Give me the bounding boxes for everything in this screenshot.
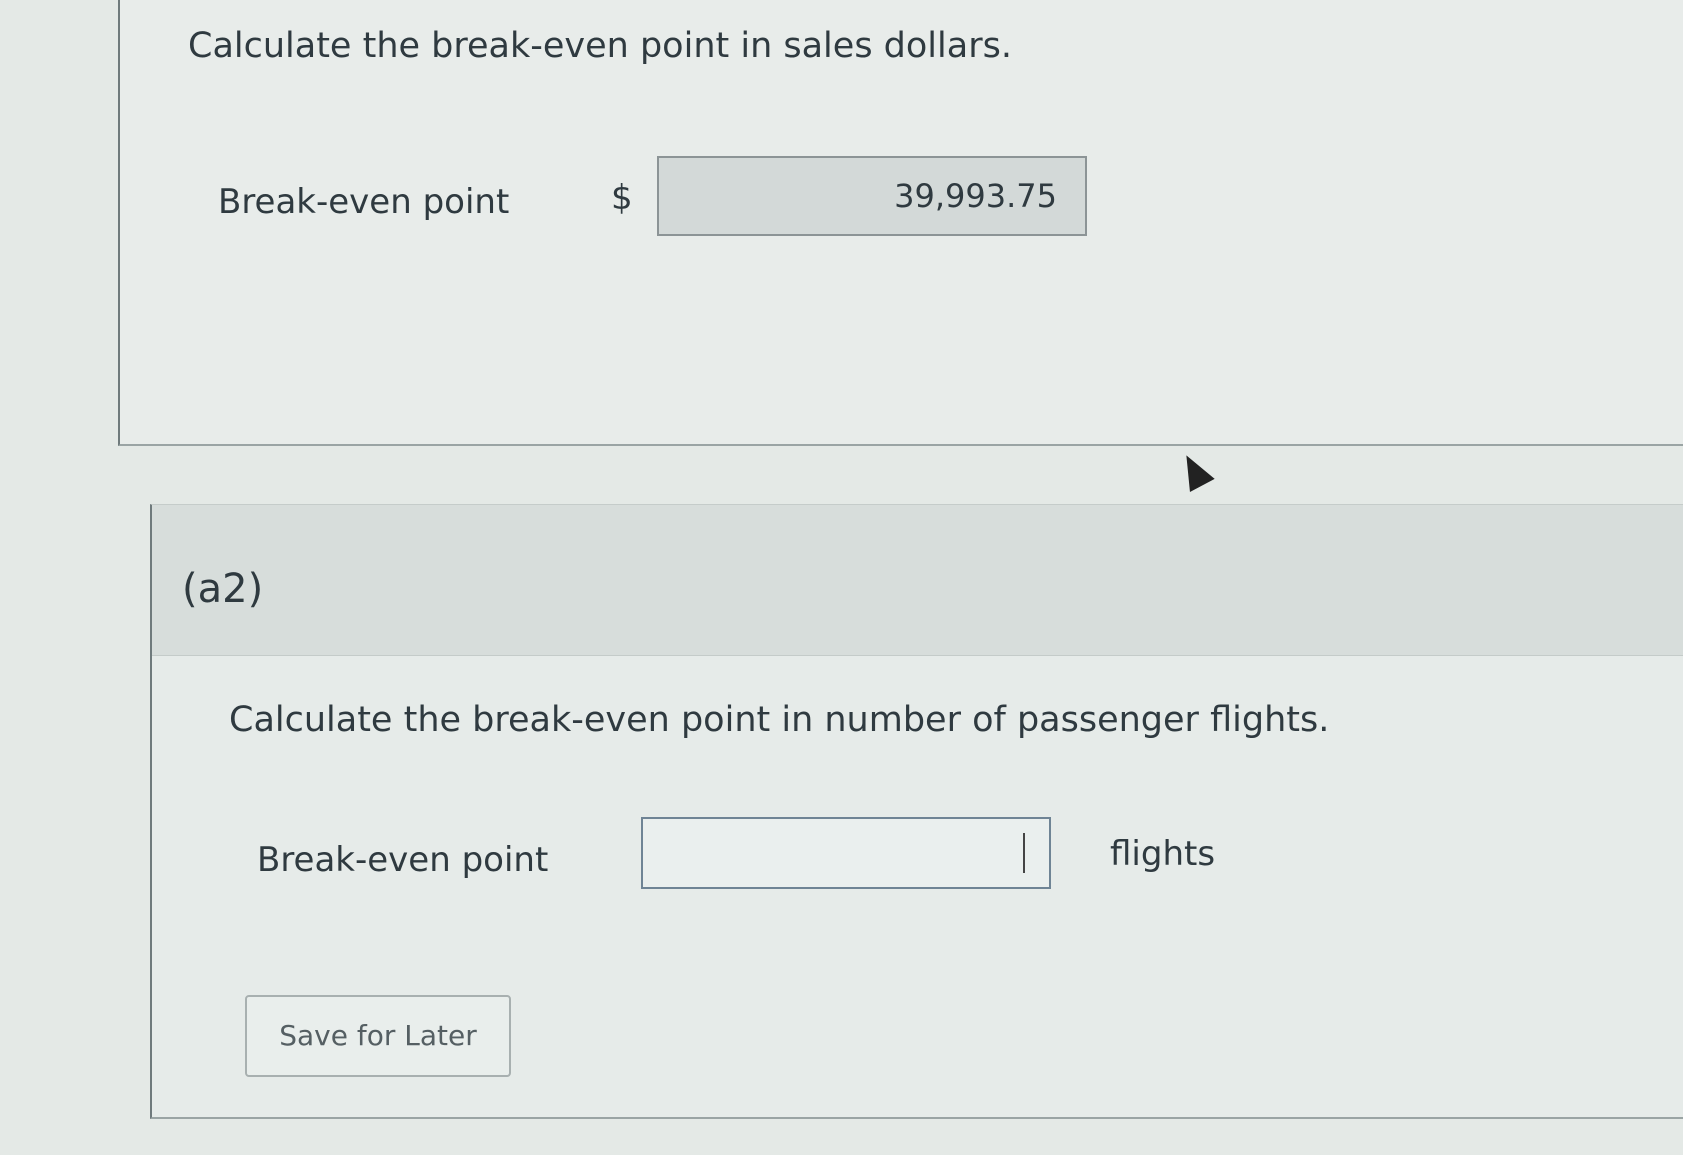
currency-symbol: $	[611, 178, 633, 218]
part-a2-header	[152, 505, 1683, 656]
flights-unit: flights	[1110, 834, 1216, 874]
question-a2: Calculate the break-even point in number…	[229, 700, 1330, 740]
save-for-later-button[interactable]: Save for Later	[245, 995, 511, 1077]
break-even-sales-input[interactable]: 39,993.75	[657, 156, 1087, 236]
question-a1: Calculate the break-even point in sales …	[188, 26, 1012, 66]
part-a2-title: (a2)	[182, 566, 264, 612]
text-caret	[1023, 833, 1025, 873]
break-even-label-a2: Break-even point	[257, 840, 549, 880]
break-even-label-a1: Break-even point	[218, 182, 510, 222]
break-even-flights-input[interactable]	[641, 817, 1051, 889]
mouse-pointer-icon	[1174, 448, 1215, 493]
